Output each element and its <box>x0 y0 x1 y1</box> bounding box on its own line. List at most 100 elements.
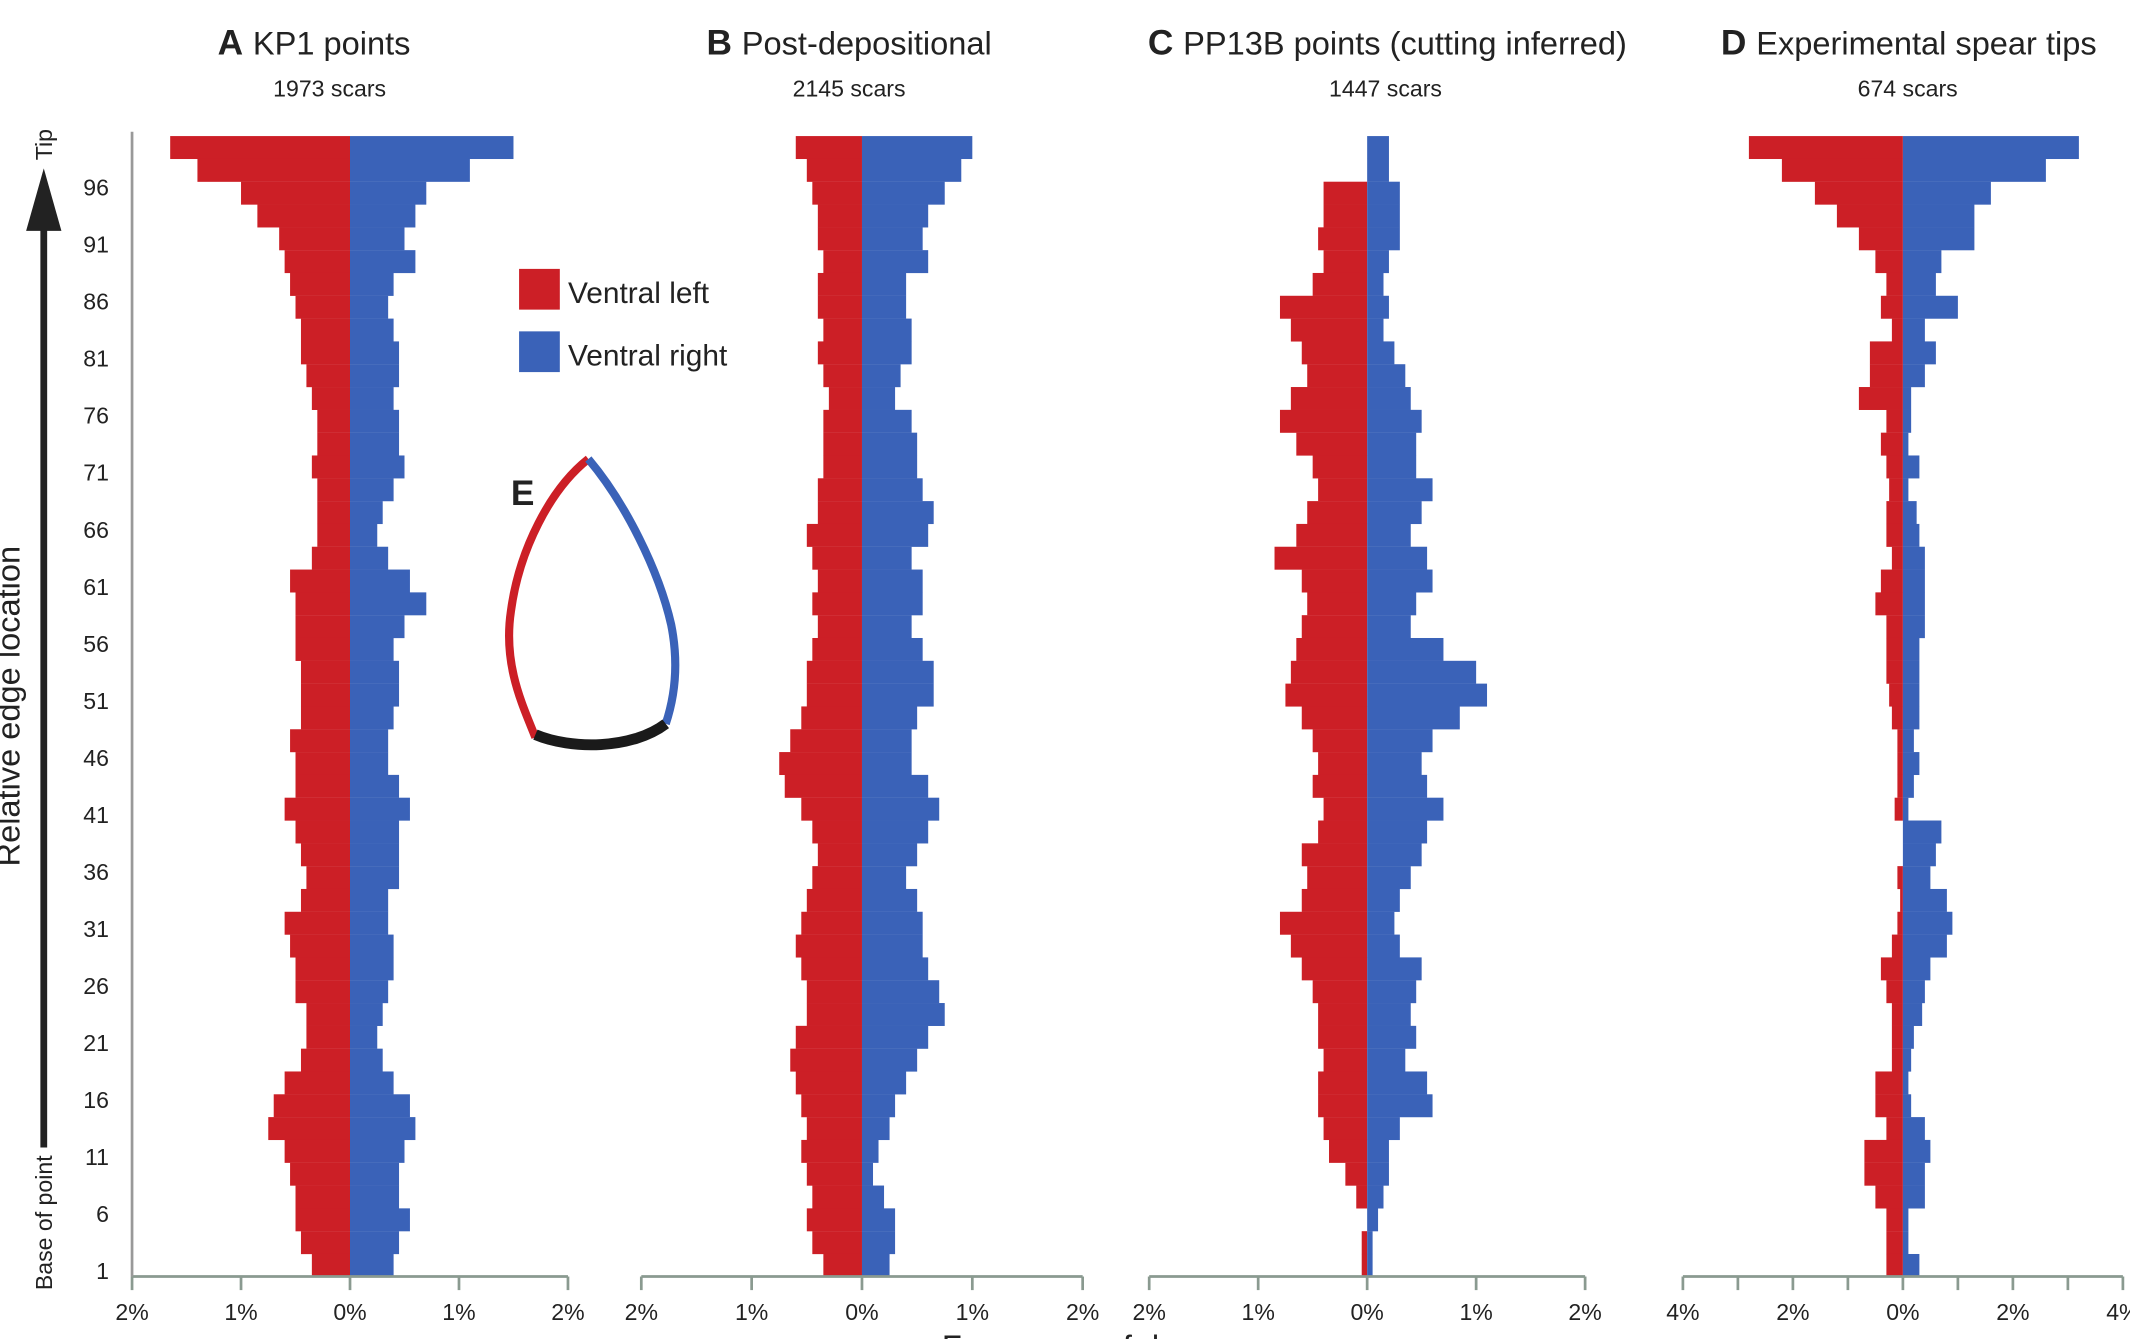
bar-ventral-left <box>812 1231 862 1255</box>
bar-ventral-left <box>828 387 862 410</box>
x-axis-label: Frequency of damage <box>942 1328 1259 1339</box>
bar-ventral-right <box>861 295 907 319</box>
bar-ventral-right <box>1367 1208 1379 1232</box>
bar-ventral-right <box>1367 478 1433 502</box>
bar-ventral-right <box>861 1117 890 1141</box>
bar-ventral-left <box>1886 501 1903 525</box>
bar-ventral-right <box>350 1117 416 1141</box>
bar-ventral-right <box>1902 272 1936 296</box>
y-tick-label: 86 <box>83 289 109 315</box>
bar-ventral-left <box>170 136 351 160</box>
bar-ventral-right <box>1902 158 2046 182</box>
bar-ventral-right <box>350 272 394 296</box>
y-tick-label: 1 <box>96 1258 109 1284</box>
bar-ventral-left <box>823 409 862 433</box>
bar-ventral-right <box>350 820 400 844</box>
panel-title: Experimental spear tips <box>1756 24 2096 61</box>
bar-ventral-left <box>1891 1025 1903 1049</box>
x-tick-label: 0% <box>333 1299 366 1325</box>
bar-ventral-left <box>1875 1094 1903 1118</box>
bar-ventral-left <box>1329 1139 1368 1163</box>
bar-ventral-right <box>861 1139 879 1163</box>
bar-ventral-right <box>861 843 918 867</box>
bar-ventral-right <box>1367 204 1400 228</box>
bar-ventral-left <box>1290 387 1368 410</box>
bar-ventral-left <box>1886 523 1903 547</box>
x-tick-label: 2% <box>1568 1299 1601 1325</box>
bar-ventral-left <box>1875 1185 1903 1209</box>
bar-ventral-right <box>350 592 427 616</box>
bar-ventral-right <box>350 1162 400 1186</box>
bar-ventral-left <box>295 820 351 844</box>
bar-ventral-left <box>1897 911 1903 935</box>
bar-ventral-right <box>861 1185 885 1209</box>
panel-c: 2% 1% 0% 1% 2% C PP13B points (cutting inferre… <box>1133 23 1627 1325</box>
bar-ventral-right <box>861 1025 929 1049</box>
bar-ventral-right <box>350 455 405 479</box>
bar-ventral-left <box>1290 318 1368 342</box>
bar-ventral-right <box>861 934 923 958</box>
bar-ventral-left <box>1891 706 1903 730</box>
bar-ventral-left <box>823 318 862 342</box>
bar-ventral-right <box>1902 934 1947 958</box>
bar-ventral-right <box>1367 592 1417 616</box>
bar-ventral-left <box>1323 250 1368 274</box>
bar-ventral-right <box>861 1253 890 1277</box>
bar-ventral-right <box>1902 820 1942 844</box>
bar-ventral-right <box>861 774 929 798</box>
bar-ventral-right <box>350 364 400 388</box>
bar-ventral-right <box>861 227 923 251</box>
bar-ventral-left <box>1875 250 1903 274</box>
bar-ventral-right <box>350 501 383 525</box>
bar-ventral-right <box>1367 797 1444 821</box>
bar-ventral-right <box>350 1048 383 1072</box>
bar-ventral-left <box>1897 729 1903 753</box>
y-tick-label: 16 <box>83 1087 109 1113</box>
bar-ventral-right <box>350 409 400 433</box>
bar-ventral-right <box>1367 706 1460 730</box>
bar-ventral-left <box>1356 1185 1368 1209</box>
bar-ventral-right <box>861 158 962 182</box>
bar-ventral-right <box>861 911 923 935</box>
bar-ventral-right <box>350 1185 400 1209</box>
bar-ventral-right <box>861 432 918 456</box>
bar-ventral-left <box>1312 729 1368 753</box>
legend-label-right: Ventral right <box>568 339 728 372</box>
bar-ventral-left <box>1897 774 1903 798</box>
bar-ventral-right <box>350 341 400 365</box>
bar-ventral-right <box>1367 432 1417 456</box>
bar-ventral-right <box>861 387 896 410</box>
bar-ventral-left <box>1318 1071 1368 1095</box>
bar-ventral-right <box>1367 615 1411 639</box>
bar-ventral-right <box>1902 1231 1909 1255</box>
bar-ventral-right <box>350 136 514 160</box>
bar-ventral-right <box>861 569 923 593</box>
bar-ventral-left <box>1858 227 1903 251</box>
bar-ventral-left <box>795 1071 862 1095</box>
bar-ventral-right <box>1902 478 1909 502</box>
bar-ventral-left <box>1748 136 1903 160</box>
bar-ventral-left <box>1296 637 1368 661</box>
bar-ventral-right <box>350 1231 400 1255</box>
bar-ventral-left <box>801 1094 862 1118</box>
bar-ventral-right <box>1367 660 1477 684</box>
bar-ventral-right <box>1367 455 1417 479</box>
bar-ventral-right <box>1367 501 1422 525</box>
bar-ventral-right <box>350 387 394 410</box>
bar-ventral-left <box>779 752 862 776</box>
bar-ventral-right <box>1367 683 1488 707</box>
panel-letter: B <box>706 23 732 62</box>
bar-ventral-left <box>300 683 351 707</box>
y-tick-label: 31 <box>83 916 109 942</box>
bar-ventral-right <box>861 820 929 844</box>
bar-ventral-left <box>317 523 351 547</box>
bar-ventral-left <box>295 1185 351 1209</box>
bar-ventral-left <box>1323 797 1368 821</box>
bar-ventral-right <box>1367 1185 1384 1209</box>
bar-ventral-right <box>861 888 918 912</box>
bar-ventral-left <box>1361 1231 1368 1255</box>
bar-ventral-left <box>806 980 862 1004</box>
x-tick-label: 2% <box>1776 1299 1809 1325</box>
bar-ventral-left <box>801 706 862 730</box>
